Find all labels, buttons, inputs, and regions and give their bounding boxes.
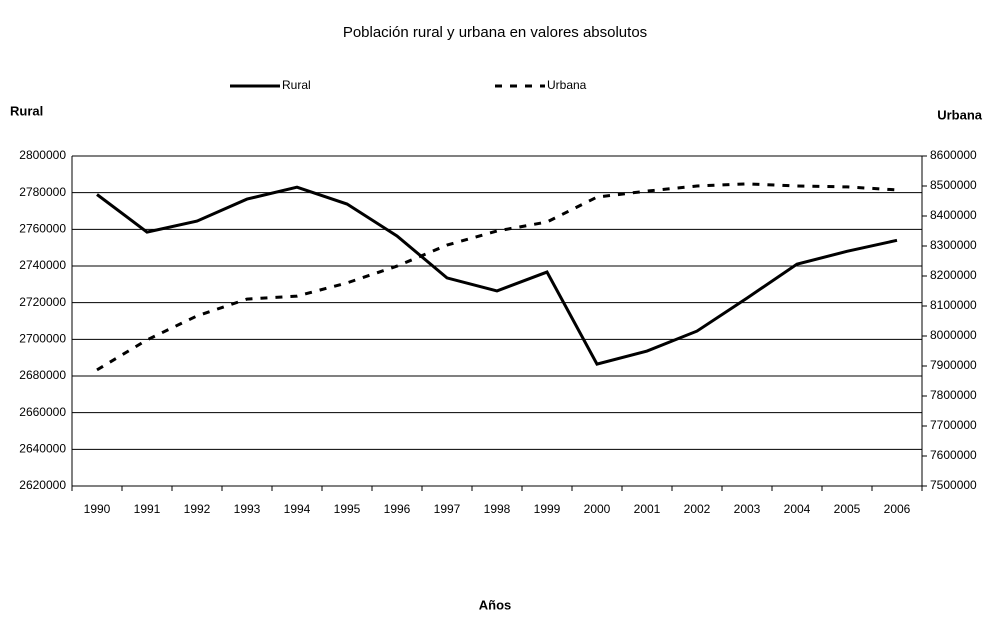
x-axis-label: Años <box>479 597 512 612</box>
y2-tick-label: 7900000 <box>930 358 977 372</box>
x-tick-label: 2003 <box>734 502 761 516</box>
y2-tick-label: 7700000 <box>930 418 977 432</box>
x-tick-label: 2002 <box>684 502 711 516</box>
y2-tick-label: 7800000 <box>930 388 977 402</box>
x-tick-label: 1994 <box>284 502 311 516</box>
x-tick-label: 2005 <box>834 502 861 516</box>
y2-tick-label: 8000000 <box>930 328 977 342</box>
y2-tick-label: 8400000 <box>930 208 977 222</box>
y-axis-label: Rural <box>10 103 43 118</box>
chart-title: Población rural y urbana en valores abso… <box>343 24 647 41</box>
x-tick-label: 2001 <box>634 502 661 516</box>
legend-label: Rural <box>282 78 311 92</box>
x-tick-label: 2006 <box>884 502 911 516</box>
y2-tick-label: 7600000 <box>930 448 977 462</box>
y-tick-label: 2740000 <box>19 258 66 272</box>
y-tick-label: 2760000 <box>19 222 66 236</box>
x-tick-label: 1997 <box>434 502 461 516</box>
x-tick-label: 1999 <box>534 502 561 516</box>
legend-label: Urbana <box>547 78 587 92</box>
y-tick-label: 2780000 <box>19 185 66 199</box>
x-tick-label: 1995 <box>334 502 361 516</box>
y-tick-label: 2620000 <box>19 478 66 492</box>
x-tick-label: 1992 <box>184 502 211 516</box>
y-tick-label: 2800000 <box>19 148 66 162</box>
y-tick-label: 2720000 <box>19 295 66 309</box>
y2-tick-label: 8300000 <box>930 238 977 252</box>
y2-tick-label: 8100000 <box>930 298 977 312</box>
series-line <box>96 185 898 366</box>
x-tick-label: 1990 <box>84 502 111 516</box>
x-tick-label: 1998 <box>484 502 511 516</box>
y2-tick-label: 8600000 <box>930 148 977 162</box>
x-tick-label: 1996 <box>384 502 411 516</box>
y-tick-label: 2680000 <box>19 368 66 382</box>
x-tick-label: 1993 <box>234 502 261 516</box>
x-tick-label: 1991 <box>134 502 161 516</box>
x-tick-label: 2004 <box>784 502 811 516</box>
y2-axis-label: Urbana <box>937 107 983 122</box>
y-tick-label: 2700000 <box>19 332 66 346</box>
x-tick-label: 2000 <box>584 502 611 516</box>
y-tick-label: 2660000 <box>19 405 66 419</box>
y2-tick-label: 8500000 <box>930 178 977 192</box>
y2-tick-label: 7500000 <box>930 478 977 492</box>
y-tick-label: 2640000 <box>19 442 66 456</box>
y2-tick-label: 8200000 <box>930 268 977 282</box>
